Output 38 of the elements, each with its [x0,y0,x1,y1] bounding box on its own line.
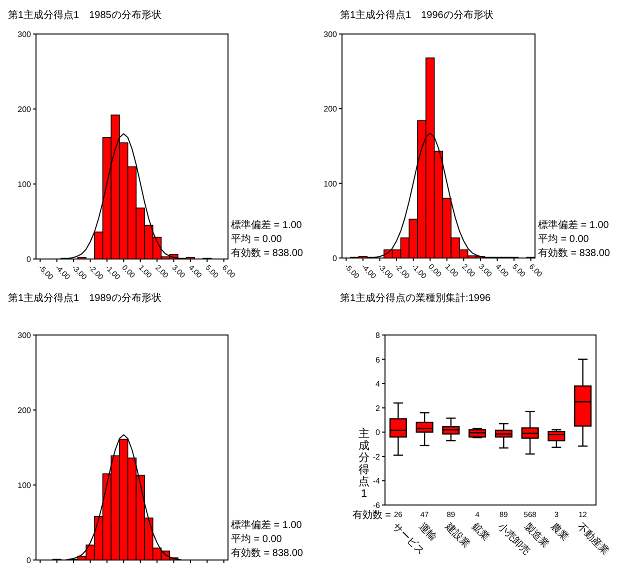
y-tick-label: 100 [18,180,32,189]
text: 有効数 = 838.00 [231,547,304,559]
chart-title: 第1主成分得点1 1985の分布形状 [8,9,162,21]
text: 標準偏差 = 1.00 [538,219,610,231]
text: 平均 = 0.00 [538,233,590,245]
y-tick-label: -2 [372,452,381,462]
text: 平均 = 0.00 [231,233,282,245]
y-tick-label: 6 [376,355,381,364]
y-tick-label: 0 [26,255,32,264]
y-tick-label: 300 [324,30,338,39]
x-tick-label: 不動産業 [574,520,612,558]
y-tick-label: 300 [18,30,32,39]
text: 平均 = 0.00 [231,533,282,545]
y-tick-label: 100 [324,179,338,188]
y-tick-label: 2 [376,404,381,413]
y-tick-label: 0 [332,254,338,263]
text: 有効数 = [352,509,392,521]
y-tick-label: 0 [26,556,32,565]
y-tick-label: 100 [18,481,32,490]
y-tick-label: -6 [372,501,381,510]
text: 標準偏差 = 1.00 [231,219,302,231]
y-tick-label: 300 [18,331,32,340]
chart-title: 第1主成分得点1 1996の分布形状 [340,9,494,21]
y-tick-label: 200 [18,406,32,415]
y-axis-title: 主成分得点1 [358,427,370,500]
y-tick-label: 4 [376,380,381,389]
x-tick-label: 農業 [548,520,571,544]
text: 標準偏差 = 1.00 [231,519,302,531]
chart-title: 第1主成分得点1 1989の分布形状 [8,292,162,304]
x-tick-label: 運輸 [416,520,440,544]
y-tick-label: 0 [376,428,381,438]
y-tick-label: -4 [372,476,381,486]
y-tick-label: 8 [376,331,381,340]
y-tick-label: 200 [324,104,338,114]
text: 有効数 = 838.00 [231,247,304,259]
text: 有効数 = 838.00 [538,247,610,259]
y-tick-label: 200 [18,105,32,114]
chart-title: 第1主成分得点の業種別集計:1996 [340,292,492,304]
